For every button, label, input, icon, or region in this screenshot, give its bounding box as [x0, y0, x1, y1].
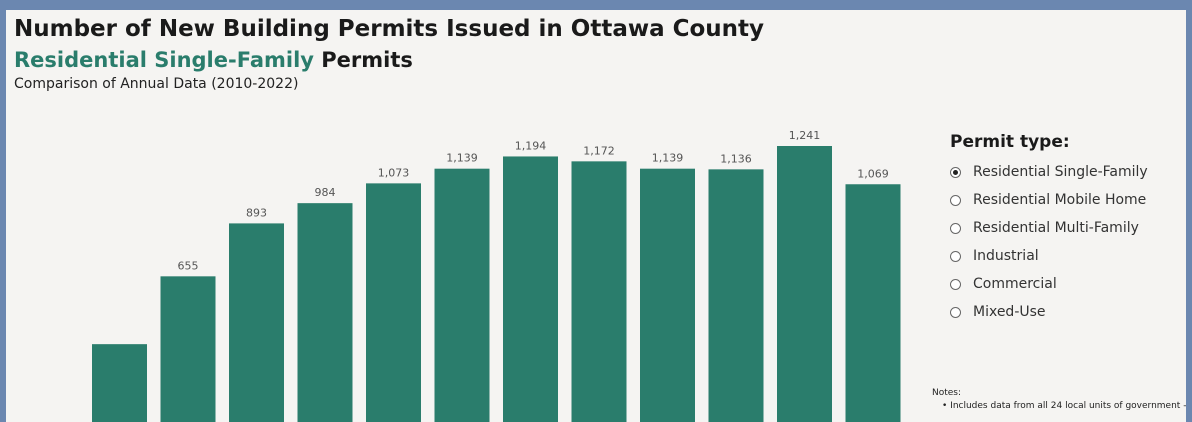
- option-label: Residential Multi-Family: [973, 220, 1139, 236]
- option-commercial[interactable]: Commercial: [950, 270, 1148, 298]
- bar-value-label: 984: [315, 186, 336, 199]
- bar[interactable]: [229, 223, 284, 422]
- radio-icon: [950, 250, 961, 262]
- option-label: Residential Single-Family: [973, 164, 1148, 180]
- subtitle-permit-type: Residential Single-Family: [14, 48, 314, 72]
- option-label: Commercial: [973, 276, 1057, 292]
- radio-icon: [950, 222, 961, 234]
- bar-value-label: 655: [178, 259, 199, 272]
- permit-type-selector: Permit type: Residential Single-Family R…: [950, 132, 1148, 326]
- bar[interactable]: [160, 276, 216, 422]
- bar[interactable]: [640, 168, 695, 422]
- option-industrial[interactable]: Industrial: [950, 242, 1148, 270]
- bar[interactable]: [503, 156, 558, 422]
- page-title: Number of New Building Permits Issued in…: [14, 16, 765, 42]
- bar-value-label: 1,073: [378, 166, 410, 179]
- notes-bullet: • Includes data from all 24 local units …: [942, 401, 1186, 411]
- option-residential-single-family[interactable]: Residential Single-Family: [950, 158, 1148, 186]
- notes-panel: Notes: • Includes data from all 24 local…: [932, 388, 1186, 411]
- bar-value-label: 1,194: [515, 139, 547, 152]
- bar-value-label: 1,241: [789, 129, 821, 142]
- radio-icon: [950, 166, 961, 178]
- bar[interactable]: [92, 344, 147, 422]
- bar-value-label: 893: [246, 206, 267, 219]
- bar[interactable]: [845, 184, 901, 422]
- bar-chart: 655 893 984 1,073 1,139 1,194 1,172 1,139 1,136 1…: [92, 129, 901, 422]
- bar-value-label: 1,172: [583, 144, 615, 157]
- bar[interactable]: [434, 168, 490, 422]
- option-mixed-use[interactable]: Mixed-Use: [950, 298, 1148, 326]
- chart-caption: Comparison of Annual Data (2010-2022): [14, 76, 299, 92]
- chart-subtitle: Residential Single-Family Permits: [14, 48, 413, 72]
- option-label: Mixed-Use: [973, 304, 1046, 320]
- radio-icon: [950, 194, 961, 206]
- bar-value-label: 1,139: [446, 152, 478, 165]
- bar[interactable]: [777, 146, 832, 422]
- bar[interactable]: [297, 203, 353, 422]
- report-canvas: Number of New Building Permits Issued in…: [6, 10, 1186, 422]
- radio-icon: [950, 278, 961, 290]
- bar[interactable]: [708, 169, 764, 422]
- option-residential-mobile-home[interactable]: Residential Mobile Home: [950, 186, 1148, 214]
- bar-value-label: 1,139: [652, 152, 684, 165]
- bar[interactable]: [571, 161, 627, 422]
- bar-value-label: 1,069: [857, 167, 889, 180]
- bar[interactable]: [366, 183, 421, 422]
- bar-value-label: 1,136: [720, 152, 752, 165]
- option-label: Industrial: [973, 248, 1039, 264]
- option-label: Residential Mobile Home: [973, 192, 1147, 208]
- notes-heading: Notes:: [932, 388, 962, 398]
- option-residential-multi-family[interactable]: Residential Multi-Family: [950, 214, 1148, 242]
- radio-icon: [950, 306, 961, 318]
- subtitle-suffix: Permits: [313, 48, 413, 72]
- permit-type-title: Permit type:: [950, 132, 1070, 152]
